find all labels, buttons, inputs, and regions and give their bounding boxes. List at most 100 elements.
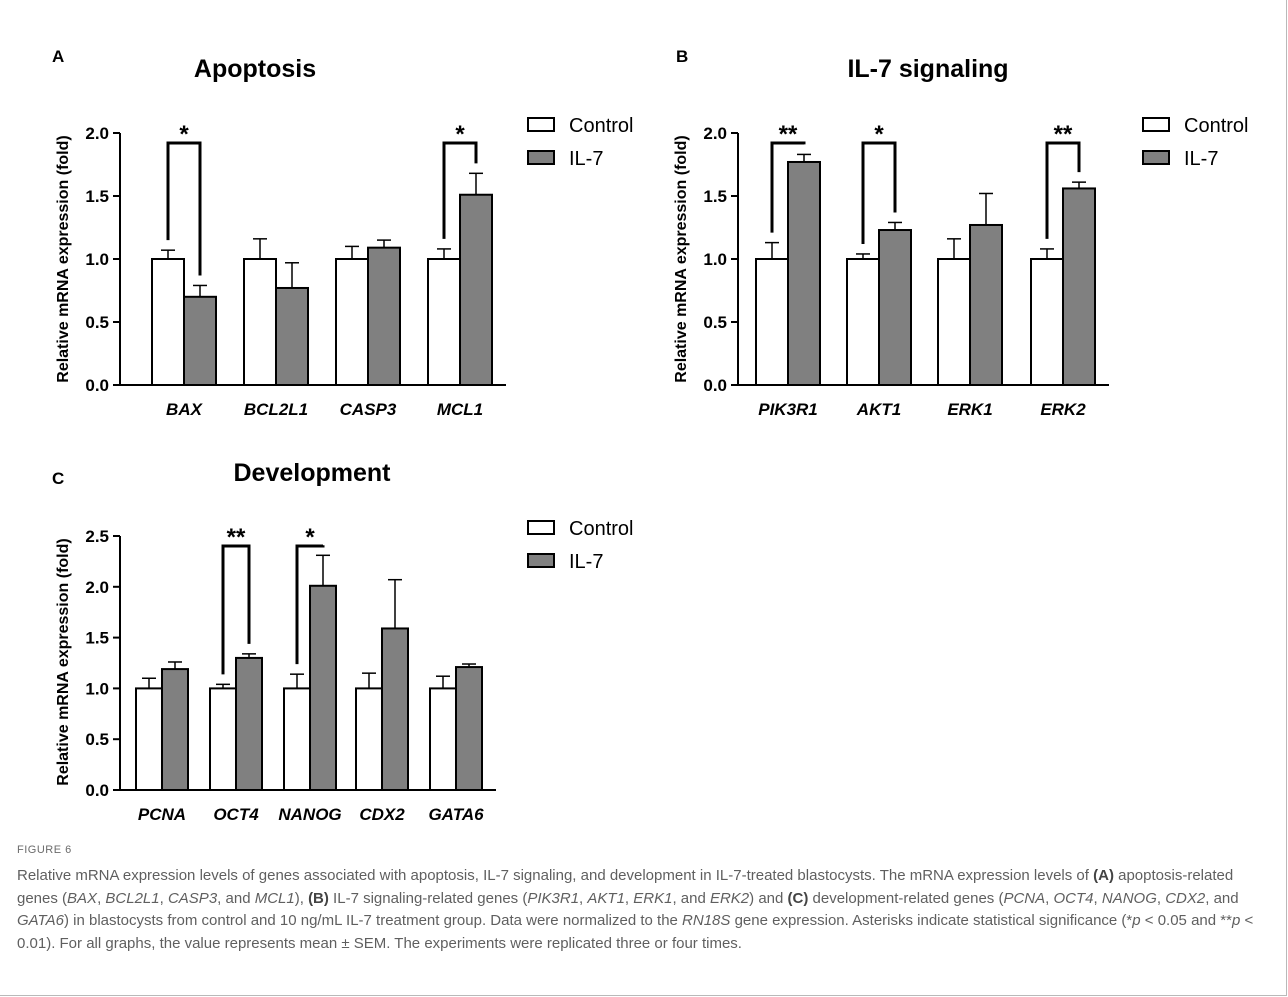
- caption-run: ),: [294, 889, 309, 907]
- significance-bracket: [295, 544, 325, 665]
- bar-il7-nanog: [309, 584, 337, 791]
- legend-swatch-il7: [527, 553, 555, 568]
- y-tick-label: 0.0: [703, 376, 727, 395]
- bar-control-cdx2: [355, 687, 383, 792]
- caption-run: ERK2: [709, 889, 750, 907]
- caption-run: ,: [1045, 889, 1054, 907]
- caption-run: ,: [579, 889, 588, 907]
- bar-il7-pik3r1: [787, 160, 821, 386]
- y-axis-label: Relative mRNA expression (fold): [55, 538, 72, 785]
- bar-control-bcl2l1: [243, 258, 277, 386]
- y-tick-label: 2.0: [703, 124, 727, 143]
- chart-title: Apoptosis: [194, 55, 316, 83]
- caption-run: ,: [159, 889, 168, 907]
- bar-control-pik3r1: [755, 258, 789, 386]
- caption-run: , and: [217, 889, 255, 907]
- significance-bracket: [861, 141, 897, 244]
- caption-run: PCNA: [1003, 889, 1046, 907]
- bar-control-pcna: [135, 687, 163, 792]
- bar-control-oct4: [209, 687, 237, 792]
- x-tick-label: BAX: [166, 400, 204, 419]
- caption-run: ) in blastocysts from control and 10 ng/…: [63, 912, 683, 929]
- significance-label: *: [305, 524, 315, 551]
- legend-label-control: Control: [1184, 115, 1248, 137]
- x-tick-label: PIK3R1: [758, 400, 818, 419]
- bar-il7-akt1: [878, 229, 912, 386]
- y-tick-label: 0.0: [85, 781, 109, 800]
- caption-run: p: [1231, 912, 1241, 929]
- bar-il7-bax: [183, 295, 217, 386]
- y-tick-label: 1.5: [85, 187, 109, 206]
- x-tick-label: BCL2L1: [244, 400, 308, 419]
- caption-run: GATA6: [17, 912, 64, 929]
- y-tick-label: 1.0: [85, 679, 109, 698]
- y-tick-label: 2.0: [85, 578, 109, 597]
- bar-control-casp3: [335, 258, 369, 386]
- bar-control-erk1: [937, 258, 971, 386]
- legend-label-control: Control: [569, 115, 633, 137]
- x-tick-label: NANOG: [278, 805, 341, 824]
- figure-caption: Relative mRNA expression levels of genes…: [17, 865, 1267, 955]
- legend-swatch-control: [1142, 117, 1170, 132]
- panel-b-il7-signaling: B IL-7 signaling Relative mRNA expression …: [673, 47, 1248, 419]
- x-tick-label: GATA6: [428, 805, 484, 824]
- bar-il7-gata6: [455, 666, 483, 792]
- y-tick-label: 1.5: [703, 187, 727, 206]
- significance-bracket: [442, 141, 478, 239]
- y-tick-label: 0.5: [85, 730, 109, 749]
- bar-il7-cdx2: [381, 627, 409, 791]
- caption-run: , and: [672, 889, 710, 907]
- legend-swatch-control: [527, 117, 555, 132]
- panel-label: C: [52, 469, 64, 488]
- legend-swatch-control: [527, 520, 555, 535]
- x-tick-label: ERK1: [947, 400, 992, 419]
- caption-run: (C): [787, 889, 809, 907]
- caption-run: ,: [624, 889, 634, 907]
- caption-run: < 0.05 and **: [1140, 912, 1232, 929]
- bar-il7-oct4: [235, 656, 263, 791]
- bar-control-nanog: [283, 687, 311, 792]
- y-tick-label: 0.5: [703, 313, 727, 332]
- significance-bracket: [221, 544, 251, 675]
- legend-swatch-il7: [527, 150, 555, 165]
- legend-label-control: Control: [569, 518, 633, 540]
- panel-c-development: C Development Relative mRNA expression (fo…: [52, 459, 633, 824]
- legend-label-il7: IL-7: [569, 148, 603, 170]
- significance-label: *: [179, 121, 189, 148]
- caption-run: AKT1: [587, 889, 625, 907]
- caption-run: ,: [97, 889, 106, 907]
- significance-label: **: [227, 524, 246, 551]
- caption-run: BCL2L1: [105, 889, 160, 907]
- y-axis-label: Relative mRNA expression (fold): [55, 135, 72, 382]
- caption-run: CDX2: [1165, 889, 1206, 907]
- chart-title: Development: [234, 459, 392, 487]
- figure-label: FIGURE 6: [17, 844, 72, 856]
- caption-run: MCL1: [254, 889, 295, 907]
- panel-a-apoptosis: A Apoptosis Relative mRNA expression (fold…: [52, 47, 633, 419]
- y-tick-label: 0.0: [85, 376, 109, 395]
- y-tick-label: 0.5: [85, 313, 109, 332]
- caption-run: apoptosis-related genes (: [17, 867, 1234, 907]
- bar-il7-erk1: [969, 223, 1003, 386]
- bar-il7-casp3: [367, 246, 401, 386]
- x-tick-label: MCL1: [437, 400, 483, 419]
- caption-run: ,: [1156, 889, 1166, 907]
- x-tick-label: CASP3: [340, 400, 397, 419]
- legend-label-il7: IL-7: [1184, 148, 1218, 170]
- caption-run: CASP3: [167, 889, 218, 907]
- legend-swatch-il7: [1142, 150, 1170, 165]
- caption-run: (A): [1093, 867, 1114, 884]
- figure-caption-block: FIGURE 6 Relative mRNA expression levels…: [17, 844, 1267, 955]
- x-tick-label: PCNA: [138, 805, 186, 824]
- y-tick-label: 1.5: [85, 629, 109, 648]
- legend-label-il7: IL-7: [569, 551, 603, 573]
- bar-control-bax: [151, 258, 185, 386]
- caption-run: < 0.01). For all graphs, the value repre…: [17, 912, 1254, 952]
- panel-label: A: [52, 47, 64, 66]
- panel-label: B: [676, 47, 688, 66]
- significance-label: **: [779, 121, 798, 148]
- caption-run: ) and: [749, 889, 788, 907]
- y-tick-label: 1.0: [703, 250, 727, 269]
- caption-run: ,: [1093, 889, 1102, 907]
